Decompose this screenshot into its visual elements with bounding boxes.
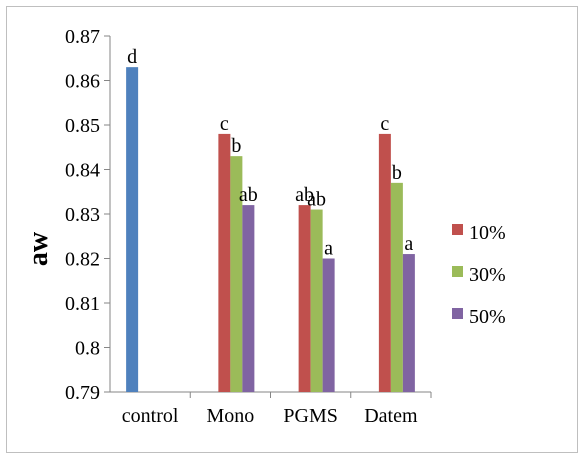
y-tick-label: 0.85: [65, 115, 100, 137]
data-label: ab: [239, 184, 258, 206]
data-label: b: [231, 135, 241, 157]
y-axis-label: aw: [23, 231, 54, 266]
legend-swatch: [452, 266, 463, 277]
y-tick-label: 0.87: [65, 26, 100, 48]
data-label: d: [127, 46, 137, 68]
bar-30pct-pgms: [310, 209, 323, 392]
data-label: a: [324, 238, 333, 260]
data-label: ab: [307, 189, 326, 211]
bar-50pct-mono: [242, 205, 255, 392]
y-tick-label: 0.84: [65, 160, 100, 182]
bar-control: [126, 67, 139, 393]
legend-label: 50%: [469, 306, 506, 328]
bar-30pct-mono: [230, 156, 243, 392]
y-tick-label: 0.8: [75, 338, 100, 360]
data-label: ab: [295, 184, 314, 206]
y-tick-label: 0.82: [65, 249, 100, 271]
bar-chart: 0.79 0.8 0.81 0.82 0.83 0.84 0.85 0.86 0.87 contr…: [23, 26, 506, 427]
legend-swatch: [452, 308, 463, 319]
data-label: c: [380, 113, 389, 135]
x-tick-label: Mono: [206, 405, 254, 427]
x-tick-label: control: [122, 405, 179, 427]
y-tick-label: 0.86: [65, 71, 100, 93]
y-tick-label: 0.79: [65, 382, 100, 404]
legend-label: 10%: [469, 222, 506, 244]
x-tick-label: Datem: [364, 405, 418, 427]
bar-10pct-mono: [218, 133, 231, 392]
legend-swatch: [452, 224, 463, 235]
bar-10pct-pgms: [298, 205, 311, 392]
y-tick-label: 0.81: [65, 293, 100, 315]
bar-50pct-datem: [402, 254, 415, 392]
x-tick-label: PGMS: [283, 405, 337, 427]
bar-30pct-datem: [390, 182, 403, 392]
data-label: b: [392, 162, 402, 184]
data-label: c: [220, 113, 229, 135]
legend-label: 30%: [469, 264, 506, 286]
bar-50pct-pgms: [322, 258, 335, 392]
chart-frame: 0.79 0.8 0.81 0.82 0.83 0.84 0.85 0.86 0.87 contr…: [6, 6, 578, 453]
y-tick-label: 0.83: [65, 204, 100, 226]
bar-10pct-datem: [378, 133, 391, 392]
data-label: a: [404, 233, 413, 255]
